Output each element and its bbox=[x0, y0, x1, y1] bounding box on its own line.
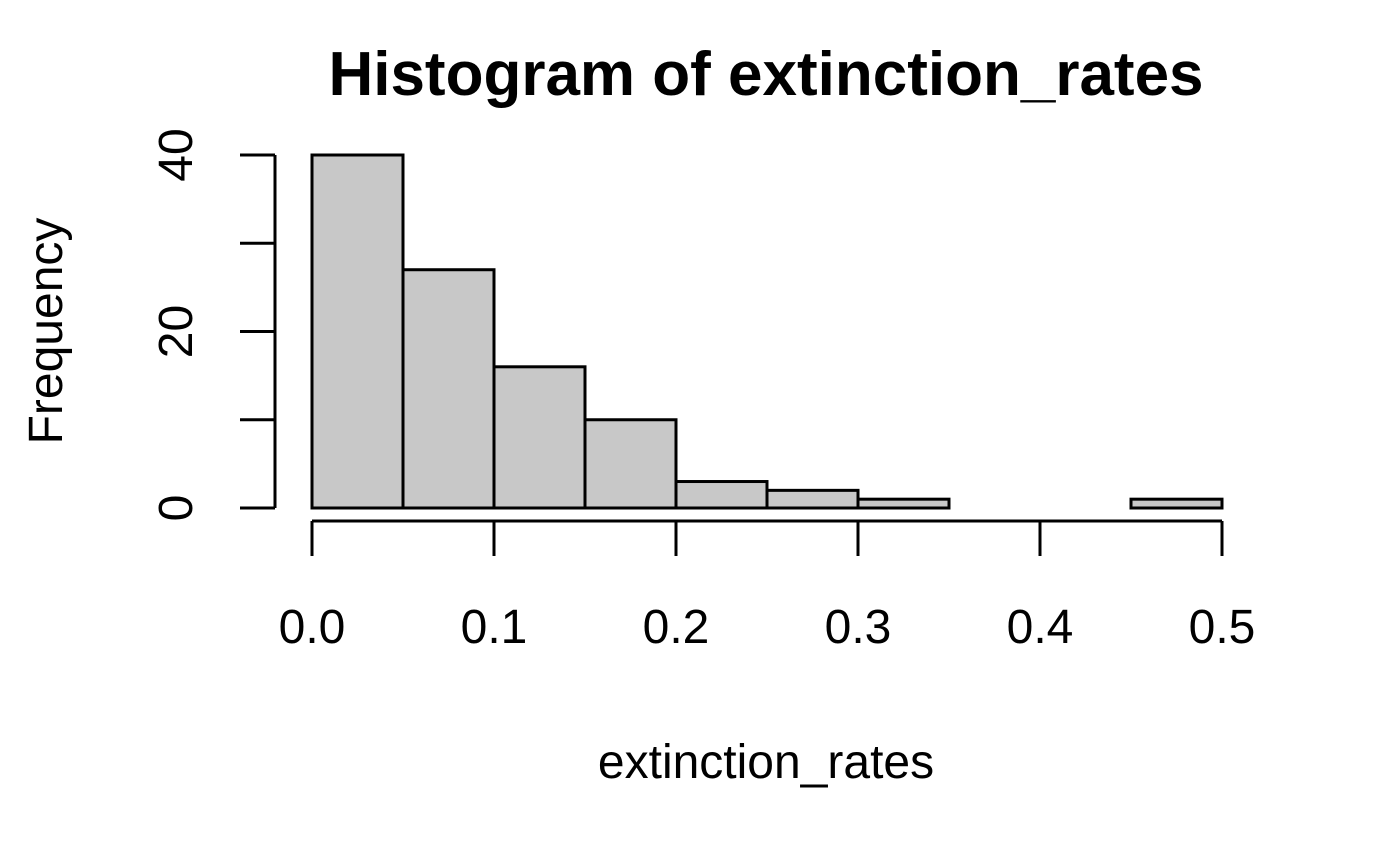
histogram-bar bbox=[674, 480, 769, 510]
histogram-bar bbox=[401, 268, 496, 510]
histogram-bar bbox=[583, 418, 678, 510]
x-tick-label: 0.0 bbox=[279, 601, 346, 654]
x-tick-label: 0.5 bbox=[1189, 601, 1256, 654]
x-axis-label: extinction_rates bbox=[598, 736, 934, 789]
bars-layer bbox=[310, 153, 1224, 510]
y-tick-label: 40 bbox=[150, 128, 203, 181]
x-axis: 0.0 0.1 0.2 0.3 0.4 0.5 bbox=[279, 519, 1256, 654]
x-tick-label: 0.4 bbox=[1007, 601, 1074, 654]
histogram-bar bbox=[856, 497, 951, 510]
histogram-bar bbox=[765, 488, 860, 510]
y-axis: 0 20 40 bbox=[150, 128, 277, 522]
y-axis-label: Frequency bbox=[20, 218, 73, 445]
y-tick-label: 0 bbox=[150, 495, 203, 522]
y-tick-label: 20 bbox=[150, 305, 203, 358]
x-tick-label: 0.2 bbox=[643, 601, 710, 654]
x-tick-label: 0.3 bbox=[825, 601, 892, 654]
histogram-bar bbox=[492, 365, 587, 510]
histogram-bar bbox=[310, 153, 405, 510]
chart-title: Histogram of extinction_rates bbox=[328, 40, 1203, 109]
x-tick-label: 0.1 bbox=[461, 601, 528, 654]
histogram-bar bbox=[1129, 497, 1224, 510]
